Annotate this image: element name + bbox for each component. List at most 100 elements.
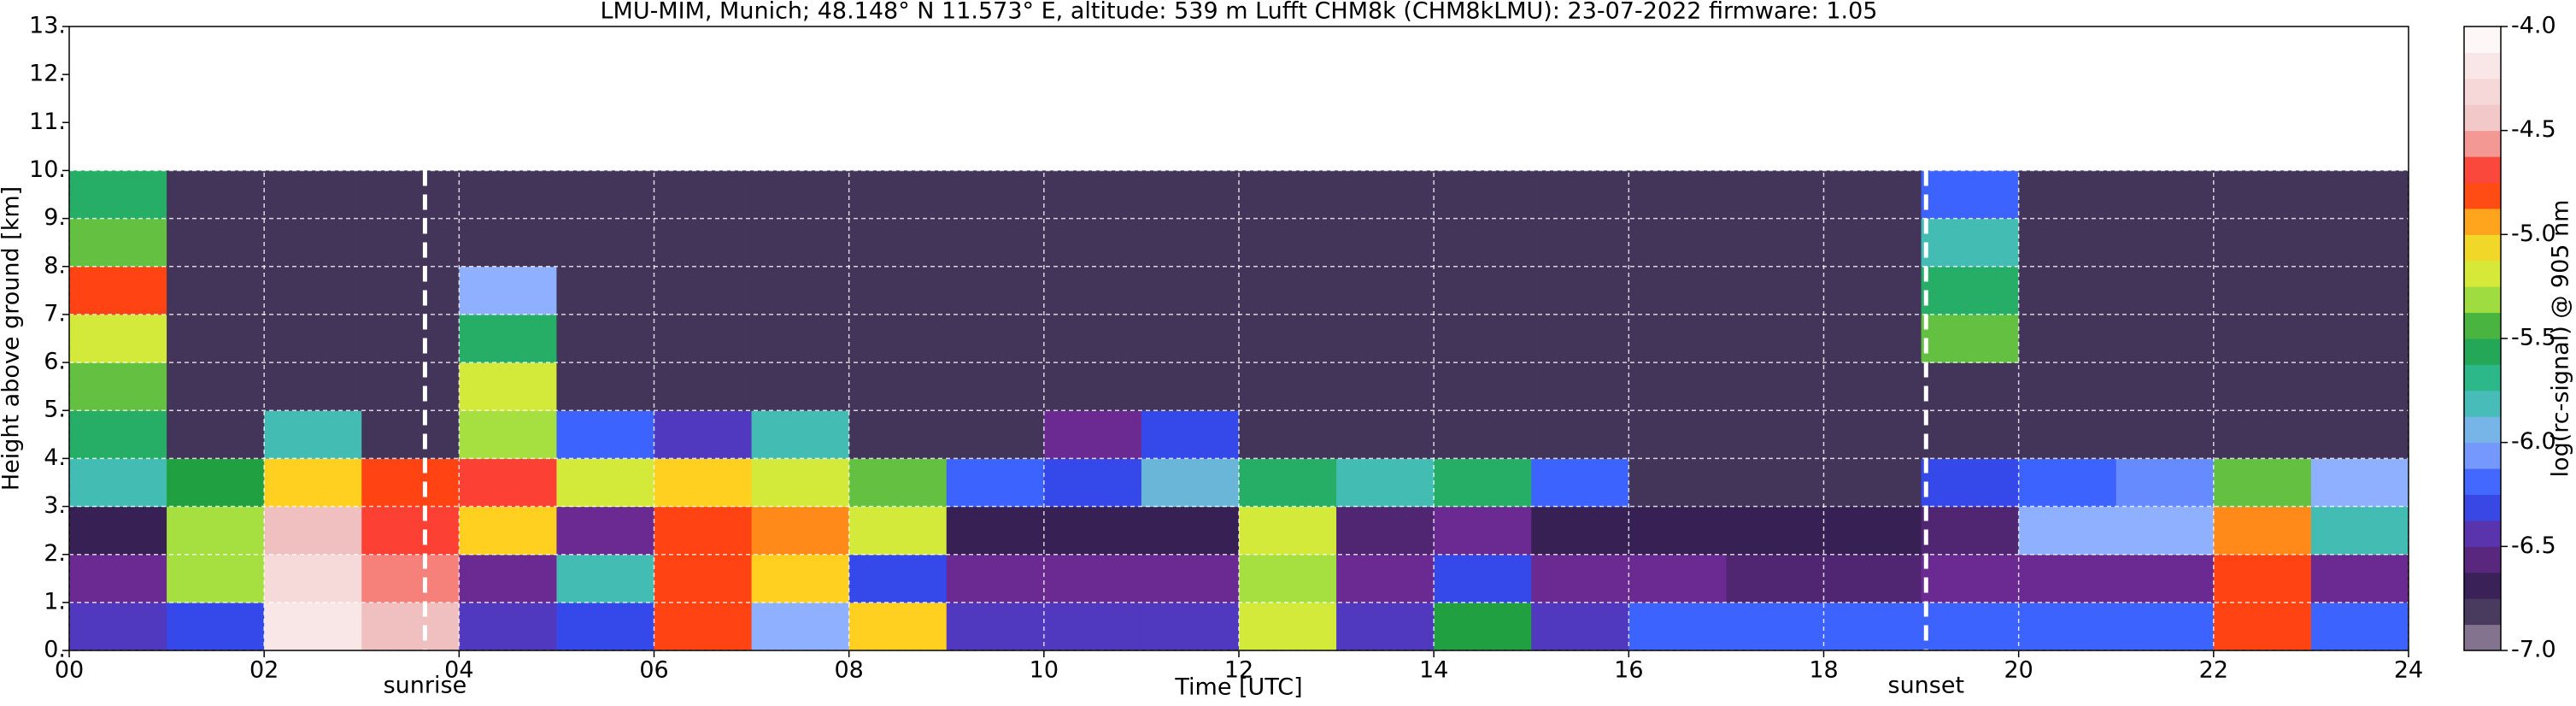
heatmap-cell <box>2310 602 2409 651</box>
heatmap-cell <box>1531 554 1629 603</box>
heatmap-cell <box>459 410 557 459</box>
heatmap-cell <box>1628 602 1727 651</box>
x-tick-label: 06 <box>639 657 668 684</box>
colorbar-swatch <box>2464 624 2501 651</box>
y-tick-label: 13. <box>29 13 66 39</box>
heatmap-cell <box>1823 218 1922 268</box>
heatmap-cell <box>361 554 460 603</box>
heatmap-cell <box>848 314 948 363</box>
heatmap-cell <box>361 410 460 459</box>
heatmap-cell <box>1628 506 1727 556</box>
colorbar-swatch <box>2464 104 2501 132</box>
heatmap-cell <box>69 362 167 411</box>
heatmap-cell <box>946 266 1045 315</box>
heatmap-cell <box>2213 314 2312 363</box>
heatmap-cell <box>556 266 654 315</box>
x-tick-label: 04 <box>444 657 473 684</box>
heatmap-cell <box>848 506 948 556</box>
heatmap-cell <box>459 362 557 411</box>
colorbar-swatch <box>2464 598 2501 626</box>
heatmap-cell <box>946 458 1045 508</box>
heatmap-cell <box>556 170 654 220</box>
y-tick-label: 8. <box>44 252 66 279</box>
heatmap-cell <box>2018 266 2117 315</box>
colorbar-swatch <box>2464 572 2501 599</box>
heatmap-cell <box>2115 266 2215 315</box>
heatmap-cell <box>1726 314 1824 363</box>
heatmap-cell <box>264 170 362 220</box>
heatmap-cell <box>2310 554 2409 603</box>
heatmap-cell <box>654 362 753 411</box>
heatmap-cell <box>2213 218 2312 268</box>
heatmap-cell <box>264 266 362 315</box>
y-tick-label: 1. <box>44 588 66 615</box>
heatmap-cell <box>1336 314 1435 363</box>
heatmap-cell <box>556 314 654 363</box>
heatmap-cell <box>1823 506 1922 556</box>
heatmap-cell <box>1531 314 1629 363</box>
colorbar-swatch <box>2464 260 2501 287</box>
heatmap-cell <box>848 218 948 268</box>
heatmap-cell <box>1434 602 1532 651</box>
chart-title: LMU-MIM, Munich; 48.148° N 11.573° E, al… <box>601 0 1878 25</box>
heatmap-cell <box>1043 506 1142 556</box>
y-tick-label: 10. <box>29 156 66 183</box>
heatmap-cell <box>1628 458 1727 508</box>
heatmap-cell <box>264 506 362 556</box>
heatmap-cell <box>848 458 948 508</box>
heatmap-cell <box>556 506 654 556</box>
heatmap-cell <box>2115 458 2215 508</box>
colorbar-swatch <box>2464 520 2501 547</box>
heatmap-cell <box>69 506 167 556</box>
heatmap-cell <box>1434 170 1532 220</box>
heatmap-cell <box>1336 506 1435 556</box>
heatmap-cell <box>848 362 948 411</box>
heatmap-cell <box>1628 554 1727 603</box>
heatmap-cell <box>1239 602 1337 651</box>
heatmap-cell <box>1434 266 1532 315</box>
heatmap-cell <box>2213 506 2312 556</box>
heatmap-cell <box>2115 410 2215 459</box>
heatmap-cell <box>1531 506 1629 556</box>
heatmap-cell <box>654 410 753 459</box>
heatmap-cell <box>264 314 362 363</box>
colorbar-swatch <box>2464 208 2501 235</box>
heatmap-cell <box>2213 458 2312 508</box>
heatmap-cell <box>2310 410 2409 459</box>
heatmap-cell <box>1726 506 1824 556</box>
heatmap-cell <box>1921 602 2020 651</box>
heatmap-cell <box>167 170 265 220</box>
heatmap-cell <box>1921 458 2020 508</box>
colorbar-swatch <box>2464 286 2501 314</box>
colorbar-swatch <box>2464 26 2501 53</box>
heatmap-cell <box>2213 602 2312 651</box>
heatmap-cell <box>69 458 167 508</box>
heatmap-cell <box>848 602 948 651</box>
heatmap-cell <box>2115 362 2215 411</box>
heatmap-cell <box>167 362 265 411</box>
colorbar-tick-label: -7.0 <box>2511 637 2556 663</box>
heatmap-cell <box>556 218 654 268</box>
y-tick-label: 0. <box>44 637 66 663</box>
y-axis-label: Height above ground [km] <box>0 186 25 491</box>
heatmap-cell <box>1726 602 1824 651</box>
colorbar-tick-label: -6.0 <box>2511 428 2556 455</box>
heatmap-cell <box>264 218 362 268</box>
heatmap-cell <box>1239 554 1337 603</box>
heatmap-cell <box>1141 170 1240 220</box>
heatmap-cell <box>69 554 167 603</box>
heatmap-cell <box>1043 266 1142 315</box>
heatmap-cell <box>167 218 265 268</box>
heatmap-cell <box>1141 602 1240 651</box>
heatmap-cell <box>1336 602 1435 651</box>
heatmap-cell <box>1043 314 1142 363</box>
colorbar-swatch <box>2464 182 2501 209</box>
colorbar-swatch <box>2464 442 2501 469</box>
heatmap-cell <box>1141 314 1240 363</box>
heatmap-cell <box>1434 410 1532 459</box>
heatmap-cell <box>654 266 753 315</box>
heatmap-cell <box>69 170 167 220</box>
heatmap-cell <box>1628 362 1727 411</box>
colorbar-label: log(rc-signal) @ 905 nm <box>2548 200 2574 478</box>
heatmap-cell <box>2310 314 2409 363</box>
